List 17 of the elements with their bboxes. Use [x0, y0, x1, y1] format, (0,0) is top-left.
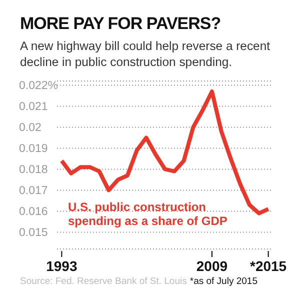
text: *as of July 2015: [190, 276, 258, 287]
y-tick-label: 0.02: [19, 122, 42, 134]
chart-subtitle: A new highway bill could help reverse a recent decline in public construction spending.: [20, 38, 271, 70]
y-tick-label: 0.021: [19, 101, 48, 114]
y-tick-label: 0.018: [19, 164, 48, 176]
line-series: [60, 90, 270, 216]
y-tick-label: 0.015: [19, 227, 48, 240]
y-tick-label: 0.022%: [19, 80, 58, 92]
x-tick-label: 2009: [196, 258, 228, 274]
series-label: U.S. public construction spending as a share of GDP: [68, 200, 228, 228]
x-tick-label: 1993: [46, 258, 78, 274]
source-note: Source: Fed. Reserve Bank of St. Louis: [20, 276, 187, 287]
y-tick-label: 0.017: [19, 185, 48, 198]
y-tick-label: 0.019: [19, 143, 48, 156]
x-tick-label: *2015: [250, 258, 287, 274]
chart-title: MORE PAY FOR PAVERS?: [20, 14, 221, 34]
y-tick-label: 0.016: [19, 206, 48, 218]
